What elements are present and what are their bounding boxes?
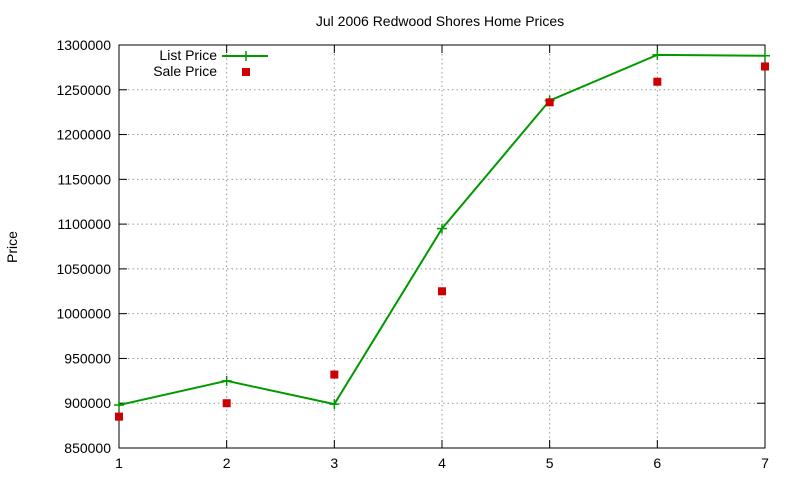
legend-label-list-price: List Price bbox=[159, 47, 217, 63]
y-tick-label: 950000 bbox=[64, 350, 111, 366]
x-tick-label: 4 bbox=[438, 455, 446, 471]
sale-price-point bbox=[545, 98, 554, 107]
y-axis-label: Price bbox=[4, 231, 20, 263]
sale-price-point bbox=[761, 62, 769, 71]
x-tick-labels: 1 2 3 4 5 6 7 bbox=[115, 455, 769, 471]
list-price-point bbox=[652, 49, 663, 60]
x-tick-label: 6 bbox=[653, 455, 661, 471]
legend: List Price Sale Price bbox=[153, 47, 268, 79]
y-tick-label: 1300000 bbox=[56, 37, 111, 53]
y-tick-labels: 850000 900000 950000 1000000 1050000 1100000 1… bbox=[56, 37, 111, 456]
sale-price-point bbox=[115, 412, 123, 421]
x-tick-label: 1 bbox=[115, 455, 123, 471]
legend-marker-list-price bbox=[241, 51, 251, 61]
legend-marker-sale-price bbox=[242, 68, 250, 76]
y-tick-label: 900000 bbox=[64, 395, 111, 411]
y-tick-label: 1000000 bbox=[56, 306, 111, 322]
x-tick-label: 5 bbox=[546, 455, 554, 471]
y-tick-label: 1200000 bbox=[56, 127, 111, 143]
sale-price-point bbox=[222, 399, 231, 408]
x-tick-label: 7 bbox=[761, 455, 769, 471]
y-tick-label: 1050000 bbox=[56, 261, 111, 277]
chart-title: Jul 2006 Redwood Shores Home Prices bbox=[316, 13, 564, 29]
sale-price-point bbox=[438, 287, 446, 296]
list-price-point bbox=[114, 400, 124, 411]
axis-ticks bbox=[118, 44, 766, 449]
y-tick-label: 850000 bbox=[64, 440, 111, 456]
sale-price-point bbox=[330, 370, 339, 379]
x-tick-label: 3 bbox=[330, 455, 338, 471]
y-tick-label: 1150000 bbox=[58, 171, 112, 187]
list-price-point bbox=[760, 50, 770, 61]
series-layer bbox=[114, 49, 770, 421]
list-price-point bbox=[437, 223, 447, 234]
legend-label-sale-price: Sale Price bbox=[153, 63, 217, 79]
y-tick-label: 1100000 bbox=[58, 216, 112, 232]
y-tick-label: 1250000 bbox=[56, 82, 111, 98]
sale-price-point bbox=[653, 77, 662, 86]
x-tick-label: 2 bbox=[223, 455, 231, 471]
list-price-point bbox=[221, 375, 232, 386]
list-price-point bbox=[329, 399, 340, 410]
